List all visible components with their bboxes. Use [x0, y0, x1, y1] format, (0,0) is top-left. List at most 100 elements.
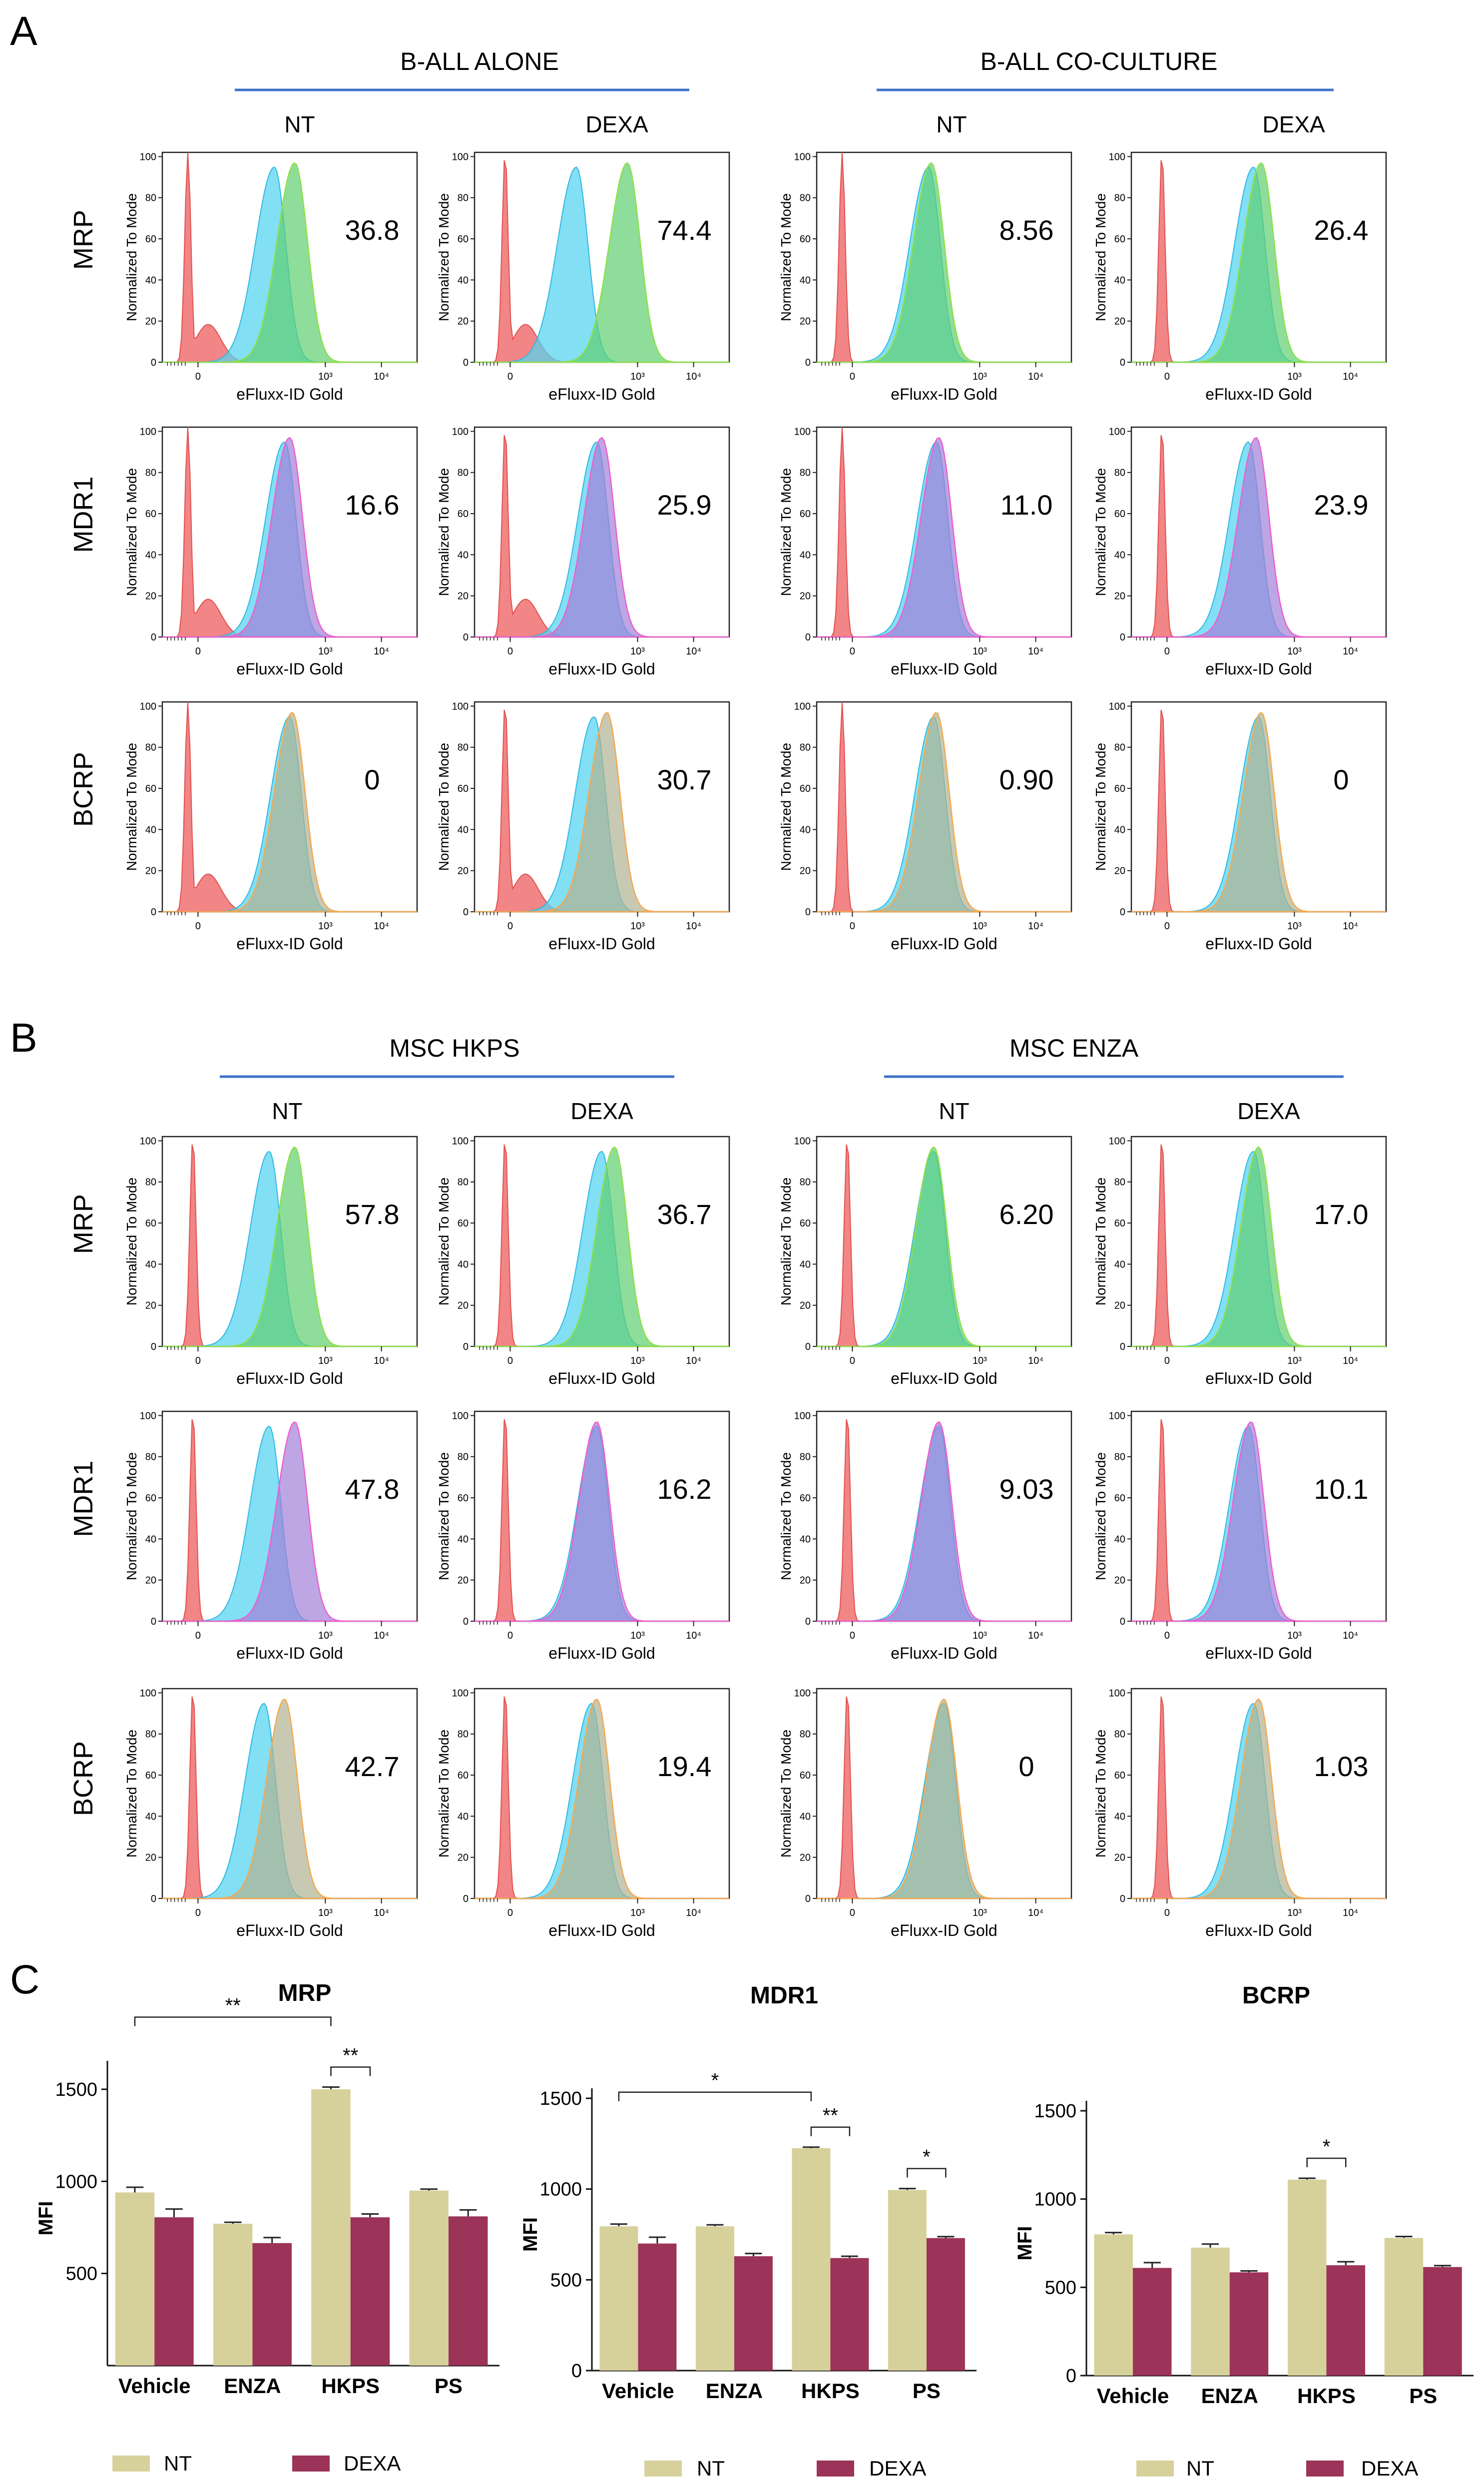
x-tick-label: 0 — [507, 921, 513, 932]
treated-histogram — [817, 437, 1071, 638]
y-tick-label: 100 — [794, 1410, 811, 1421]
y-tick-label: 60 — [145, 509, 156, 520]
histogram-mdr1: 0 20 40 60 80 100 Normalized To Mode 0 10³ 10⁴ eFl… — [436, 1410, 730, 1662]
percentage-label: 0 — [1018, 1751, 1034, 1782]
y-tick-label: 20 — [800, 1853, 811, 1863]
x-axis-title: eFluxx-ID Gold — [236, 935, 343, 953]
percentage-label: 47.8 — [345, 1473, 400, 1505]
treated-histogram — [817, 712, 1071, 913]
x-axis-title: eFluxx-ID Gold — [1205, 935, 1312, 953]
bar-enza-nt — [1191, 2247, 1230, 2376]
y-tick-label: 40 — [145, 550, 156, 561]
panel-a-histograms: 0 20 40 60 80 100 Normalized To Mode 0 10³ 10⁴ eFl… — [124, 151, 1387, 953]
legend-swatch-dexa — [1306, 2461, 1344, 2477]
x-tick-label: PS — [913, 2379, 941, 2403]
bar-vehicle-dexa — [154, 2217, 194, 2366]
x-tick-label: 0 — [195, 1907, 201, 1918]
significance-label: * — [1323, 2136, 1331, 2158]
x-tick-label: 10⁴ — [1343, 921, 1358, 932]
x-tick-label: 10⁴ — [374, 1907, 389, 1918]
percentage-label: 0 — [1333, 764, 1349, 795]
y-tick-label: 20 — [458, 866, 469, 877]
x-tick-label: 10⁴ — [1028, 371, 1043, 382]
y-tick-label: 1000 — [539, 2179, 582, 2200]
panel-a-header-alone: B-ALL ALONE NT DEXA — [235, 47, 689, 137]
histogram-mrp: 0 20 40 60 80 100 Normalized To Mode 0 10³ 10⁴ eFl… — [778, 1136, 1072, 1387]
bar-enza-dexa — [252, 2243, 292, 2366]
row-label-a-mdr1: MDR1 — [68, 476, 98, 553]
x-axis-title: eFluxx-ID Gold — [548, 660, 655, 678]
y-tick-label: 40 — [800, 275, 811, 286]
treated-histogram — [162, 437, 417, 638]
significance-label: * — [923, 2146, 931, 2168]
histogram-bcrp: 0 20 40 60 80 100 Normalized To Mode 0 10³ 10⁴ eFl… — [778, 701, 1072, 953]
legend-label-nt: NT — [1186, 2457, 1214, 2480]
y-tick-label: 20 — [800, 591, 811, 602]
x-tick-label: 10⁴ — [1028, 921, 1043, 932]
x-axis-title: eFluxx-ID Gold — [1205, 1369, 1312, 1387]
histogram-mdr1: 0 20 40 60 80 100 Normalized To Mode 0 10³ 10⁴ eFl… — [124, 426, 418, 678]
x-tick-label: 10³ — [630, 921, 645, 932]
x-tick-label: 10⁴ — [686, 646, 701, 657]
y-tick-label: 1000 — [1034, 2189, 1076, 2210]
column-label-nt: NT — [272, 1098, 302, 1124]
y-tick-label: 0 — [1066, 2366, 1076, 2387]
y-tick-label: 100 — [794, 1688, 811, 1699]
x-tick-label: 0 — [195, 1355, 201, 1366]
legend-swatch-dexa — [292, 2456, 330, 2472]
y-axis-title: Normalized To Mode — [436, 193, 452, 321]
treated-histogram — [1131, 1421, 1386, 1622]
legend-label-nt: NT — [164, 2452, 192, 2475]
x-tick-label: 0 — [507, 646, 513, 657]
y-tick-label: 80 — [1114, 1729, 1125, 1740]
histogram-mrp: 0 20 40 60 80 100 Normalized To Mode 0 10³ 10⁴ eFl… — [436, 1136, 730, 1387]
histogram-bcrp: 0 20 40 60 80 100 Normalized To Mode 0 10³ 10⁴ eFl… — [1093, 701, 1387, 953]
treated-histogram — [817, 162, 1071, 363]
y-tick-label: 500 — [550, 2270, 582, 2291]
bar-enza-nt — [213, 2224, 253, 2366]
row-label-b-bcrp: BCRP — [68, 1741, 98, 1816]
y-axis-title: Normalized To Mode — [124, 1730, 139, 1858]
y-tick-label: 40 — [800, 1811, 811, 1822]
histogram-bcrp: 0 20 40 60 80 100 Normalized To Mode 0 10³ 10⁴ eFl… — [124, 701, 418, 953]
y-tick-label: 100 — [452, 1688, 469, 1699]
x-tick-label: 10³ — [1287, 646, 1302, 657]
x-axis-title: eFluxx-ID Gold — [548, 1369, 655, 1387]
histogram-mdr1: 0 20 40 60 80 100 Normalized To Mode 0 10³ 10⁴ eFl… — [436, 426, 730, 678]
y-tick-label: 0 — [151, 1616, 156, 1627]
y-tick-label: 80 — [1114, 1452, 1125, 1463]
percentage-label: 8.56 — [999, 214, 1054, 246]
y-tick-label: 60 — [458, 234, 469, 245]
panel-b-header-enza: MSC ENZA NT DEXA — [884, 1034, 1344, 1124]
chart-title: BCRP — [1242, 1982, 1310, 2009]
y-tick-label: 0 — [805, 1341, 811, 1352]
bar-hkps-nt — [792, 2148, 831, 2371]
y-tick-label: 60 — [1114, 1218, 1125, 1229]
percentage-label: 10.1 — [1314, 1473, 1369, 1505]
x-tick-label: 10³ — [318, 1907, 333, 1918]
y-tick-label: 0 — [463, 1341, 469, 1352]
x-tick-label: 10³ — [973, 1630, 987, 1641]
histogram-mdr1: 0 20 40 60 80 100 Normalized To Mode 0 10³ 10⁴ eFl… — [778, 1410, 1072, 1662]
y-tick-label: 20 — [145, 591, 156, 602]
x-tick-label: PS — [435, 2374, 463, 2398]
x-tick-label: 10³ — [318, 1630, 333, 1641]
treated-histogram — [475, 162, 729, 363]
y-tick-label: 100 — [1109, 701, 1125, 712]
x-tick-label: 10³ — [630, 1630, 645, 1641]
x-tick-label: 10³ — [318, 1355, 333, 1366]
bar-enza-dexa — [1229, 2272, 1269, 2376]
y-tick-label: 20 — [145, 1575, 156, 1586]
legend-swatch-nt — [112, 2456, 150, 2472]
histogram-mrp: 0 20 40 60 80 100 Normalized To Mode 0 10³ 10⁴ eFl… — [1093, 151, 1387, 403]
y-axis-title: Normalized To Mode — [1093, 743, 1108, 871]
significance-bracket — [810, 2126, 851, 2136]
percentage-label: 26.4 — [1314, 214, 1369, 246]
legend-label-nt: NT — [697, 2457, 725, 2480]
y-tick-label: 100 — [452, 701, 469, 712]
y-tick-label: 0 — [1120, 1341, 1125, 1352]
x-tick-label: 0 — [850, 1907, 855, 1918]
y-axis-title: Normalized To Mode — [124, 743, 139, 871]
column-label-dexa: DEXA — [1262, 111, 1325, 137]
histogram-mdr1: 0 20 40 60 80 100 Normalized To Mode 0 10³ 10⁴ eFl… — [1093, 1410, 1387, 1662]
